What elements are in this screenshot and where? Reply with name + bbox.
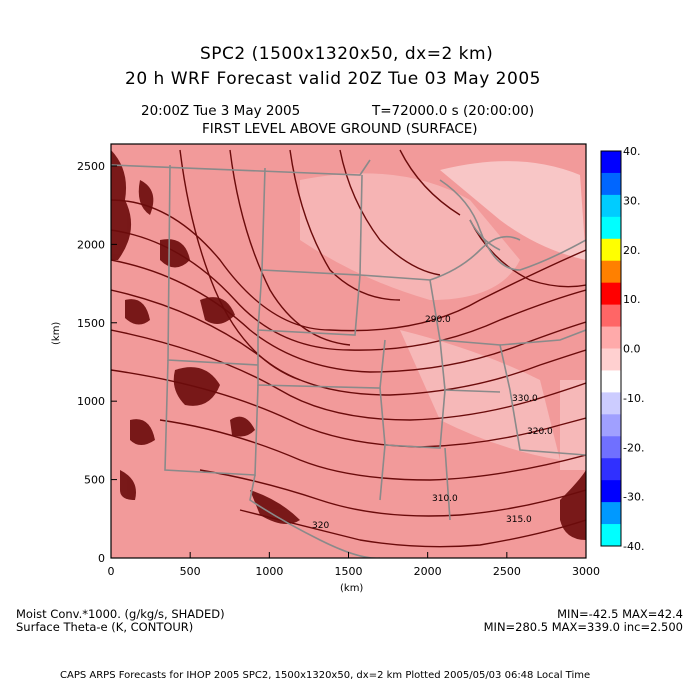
colorbar-swatch	[601, 238, 621, 262]
legend-field-2: Surface Theta-e (K, CONTOUR)	[16, 620, 194, 634]
subtitle-seconds: T=72000.0 s (20:00:00)	[372, 103, 535, 119]
colorbar-tick-label: -40.	[623, 540, 644, 553]
contour-label: 310.0	[432, 494, 458, 504]
colorbar-swatch	[601, 260, 621, 284]
title-line-1: SPC2 (1500x1320x50, dx=2 km)	[200, 44, 494, 64]
subtitle-level: FIRST LEVEL ABOVE GROUND (SURFACE)	[202, 121, 478, 137]
colorbar-tick-label: -20.	[623, 441, 644, 454]
colorbar-swatch	[601, 282, 621, 306]
colorbar-swatch	[601, 502, 621, 525]
colorbar	[600, 150, 622, 547]
colorbar-swatch	[601, 304, 621, 328]
colorbar-swatch	[601, 524, 621, 547]
colorbar-swatch	[601, 216, 621, 240]
colorbar-tick-label: 10.	[623, 293, 641, 306]
subtitle-time: 20:00Z Tue 3 May 2005	[141, 103, 301, 119]
colorbar-swatch	[601, 436, 621, 459]
colorbar-swatch	[601, 326, 621, 349]
y-tick-label: 2500	[77, 160, 105, 173]
colorbar-tick-label: 20.	[623, 244, 641, 257]
theta-e-contours	[111, 149, 586, 548]
y-tick-label: 2000	[77, 238, 105, 251]
legend-minmax-2: MIN=280.5 MAX=339.0 inc=2.500	[483, 620, 683, 634]
colorbar-swatch	[601, 392, 621, 415]
footer-credit: CAPS ARPS Forecasts for IHOP 2005 SPC2, …	[60, 670, 591, 681]
title-line-2: 20 h WRF Forecast valid 20Z Tue 03 May 2…	[125, 69, 541, 89]
y-tick-label: 0	[98, 552, 105, 565]
colorbar-swatch	[601, 194, 621, 218]
state-boundaries	[111, 159, 586, 558]
x-tick-label: 2500	[493, 565, 521, 578]
y-tick-label: 1500	[77, 317, 105, 330]
legend-field-1: Moist Conv.*1000. (g/kg/s, SHADED)	[16, 607, 225, 621]
colorbar-tick-label: 30.	[623, 194, 641, 207]
legend-minmax-1: MIN=-42.5 MAX=42.4	[557, 607, 683, 621]
x-tick-label: 3000	[572, 565, 600, 578]
x-axis-label: (km)	[340, 583, 364, 594]
contour-label: 330.0	[512, 394, 538, 404]
y-tick-label: 500	[84, 474, 105, 487]
contour-label: 315.0	[506, 515, 532, 525]
y-axis-label: (km)	[51, 321, 62, 345]
colorbar-swatch	[601, 172, 621, 196]
colorbar-frame	[600, 150, 622, 547]
contour-label: 320.0	[527, 427, 553, 437]
colorbar-tick-label: 40.	[623, 145, 641, 158]
x-tick-label: 2000	[414, 565, 442, 578]
colorbar-swatch	[601, 458, 621, 481]
y-axis-ticks: 0 500 1000 1500 2000 2500	[77, 160, 117, 565]
x-tick-label: 1500	[335, 565, 363, 578]
x-tick-label: 0	[108, 565, 115, 578]
contour-label: 290.0	[425, 315, 451, 325]
x-tick-label: 500	[180, 565, 201, 578]
colorbar-tick-label: 0.0	[623, 343, 641, 356]
colorbar-tick-label: -10.	[623, 392, 644, 405]
colorbar-swatch	[601, 151, 621, 174]
contour-label: 320	[312, 521, 329, 531]
plot-area	[111, 144, 586, 558]
contour-label-group: 290.0 330.0 320.0 310.0 315.0 320	[312, 315, 553, 531]
colorbar-swatch	[601, 414, 621, 437]
x-axis-ticks: 0 500 1000 1500 2000 2500 3000	[108, 552, 600, 578]
x-tick-label: 1000	[255, 565, 283, 578]
colorbar-swatch	[601, 348, 621, 371]
y-tick-label: 1000	[77, 395, 105, 408]
colorbar-ticks: 40. 30. 20. 10. 0.0 -10. -20. -30. -40.	[623, 145, 644, 553]
colorbar-swatch	[601, 480, 621, 503]
colorbar-swatch	[601, 370, 621, 393]
colorbar-tick-label: -30.	[623, 491, 644, 504]
